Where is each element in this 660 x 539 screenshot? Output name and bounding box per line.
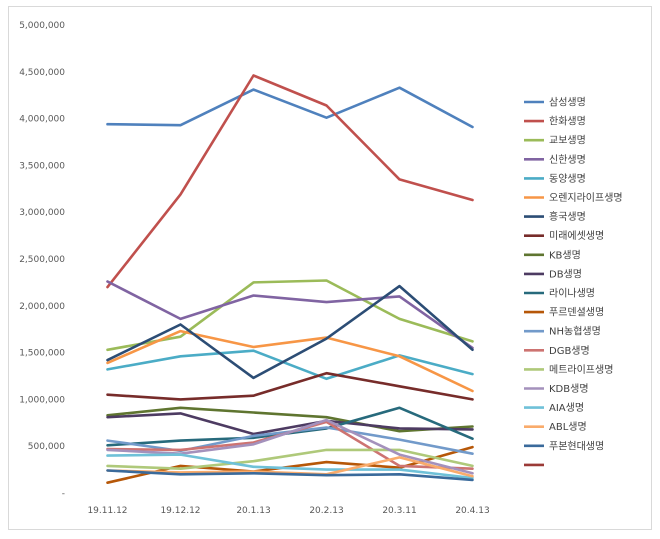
y-tick-label: 4,500,000 — [19, 68, 65, 78]
y-tick-label: 5,000,000 — [19, 21, 65, 31]
series-line — [106, 74, 474, 289]
y-tick-label: 1,000,000 — [19, 395, 65, 405]
legend-label: KB생명 — [549, 249, 581, 261]
y-tick-label: 500,000 — [28, 442, 65, 452]
x-tick-label: 20.2.13 — [309, 506, 343, 516]
legend-label: 메트라이프생명 — [549, 364, 613, 376]
y-tick-label: 3,500,000 — [19, 161, 65, 171]
legend-label: 삼성생명 — [549, 97, 586, 109]
legend-label: 한화생명 — [549, 116, 586, 128]
legend-label: 오렌지라이프생명 — [549, 192, 623, 204]
series-line — [106, 86, 474, 129]
y-tick-label: 2,000,000 — [19, 302, 65, 312]
y-tick-label: 4,000,000 — [19, 115, 65, 125]
legend-label: 흥국생명 — [549, 210, 586, 223]
series-line — [106, 412, 474, 436]
x-tick-label: 19.12.12 — [160, 506, 200, 516]
series-line — [106, 284, 474, 380]
line-chart: - 500,000 1,000,000 1,500,000 2,000,000 2,500… — [19, 21, 623, 516]
legend-label: 푸르덴셜생명 — [549, 307, 604, 319]
legend-label: 동양생명 — [549, 173, 586, 185]
series-line — [106, 280, 474, 350]
x-tick-label: 20.1.13 — [236, 506, 270, 516]
legend-label: 신한생명 — [549, 154, 586, 166]
y-tick-label: 1,500,000 — [19, 349, 65, 359]
x-tick-label: 20.3.11 — [382, 506, 416, 516]
y-tick-label: 2,500,000 — [19, 255, 65, 265]
series-line — [106, 418, 474, 475]
chart-frame: - 500,000 1,000,000 1,500,000 2,000,000 2,500… — [8, 6, 652, 530]
x-axis-ticks: 19.11.12 19.12.12 20.1.13 20.2.13 20.3.11 20.… — [87, 506, 489, 516]
series-line — [106, 349, 474, 381]
legend-label: 교보생명 — [549, 135, 586, 147]
x-tick-label: 20.4.13 — [455, 506, 489, 516]
legend-label: 푸본현대생명 — [549, 440, 604, 452]
series-line — [106, 456, 474, 478]
series-line — [106, 448, 474, 471]
series-lines — [106, 74, 474, 485]
legend-label: AIA생명 — [549, 402, 584, 414]
legend-label: 라이나생명 — [549, 288, 595, 300]
legend-label: DB생명 — [549, 268, 582, 280]
y-tick-label: - — [62, 489, 65, 499]
series-line — [106, 329, 474, 393]
series-line — [106, 371, 474, 401]
series-line — [106, 453, 474, 480]
y-axis-ticks: - 500,000 1,000,000 1,500,000 2,000,000 2,500… — [19, 21, 65, 499]
series-line — [106, 279, 474, 352]
series-line — [106, 406, 474, 433]
legend-label: DGB생명 — [549, 345, 590, 357]
y-tick-label: 3,000,000 — [19, 208, 65, 218]
series-line — [106, 469, 474, 482]
legend-label: 미래에셋생명 — [549, 230, 604, 242]
legend-label: KDB생명 — [549, 383, 589, 395]
legend-label: ABL생명 — [549, 421, 587, 433]
legend-label: NH농협생명 — [549, 325, 601, 338]
x-tick-label: 19.11.12 — [87, 506, 127, 516]
